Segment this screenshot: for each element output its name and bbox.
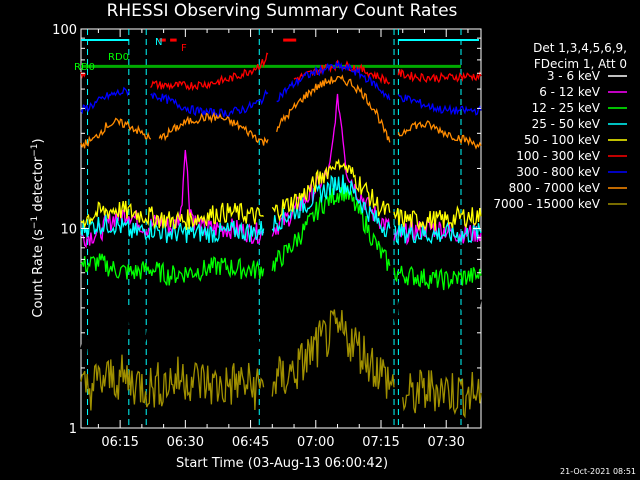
x-axis: 06:15 06:30 06:45 07:00 07:15 07:30 — [97, 29, 469, 450]
legend: Det 1,3,4,5,6,9, FDecim 1, Att 03 - 6 keV… — [493, 41, 627, 211]
series-trace — [397, 120, 482, 150]
plot-area: RD0 RD0 N F — [74, 28, 482, 429]
y-axis-label: Count Rate (s−1 detector−1) — [30, 138, 46, 317]
legend-entry-label: 25 - 50 keV — [532, 117, 601, 131]
series-trace — [276, 59, 391, 103]
series-trace — [80, 117, 152, 149]
x-tick-label: 06:30 — [167, 435, 204, 450]
x-tick-label: 07:00 — [297, 435, 334, 450]
timestamp: 21-Oct-2021 08:51 — [560, 467, 636, 476]
legend-entry-label: 3 - 6 keV — [547, 69, 601, 83]
legend-entry-label: 50 - 100 keV — [524, 133, 601, 147]
series-trace — [393, 221, 482, 245]
legend-header: FDecim 1, Att 0 — [534, 57, 627, 71]
x-axis-label: Start Time (03-Aug-13 06:00:42) — [176, 456, 388, 471]
series-trace — [402, 369, 482, 419]
night-label: N — [155, 37, 162, 48]
series-trace — [158, 111, 269, 146]
series-trace — [293, 59, 391, 85]
y-tick-label: 10 — [60, 223, 77, 238]
series-trace — [393, 265, 482, 291]
series-trace — [397, 94, 482, 116]
chart-title: RHESSI Observing Summary Count Rates — [107, 1, 458, 21]
series-trace — [393, 204, 482, 232]
series-trace — [271, 158, 391, 222]
series-trace — [80, 86, 130, 115]
series-trace — [271, 174, 391, 238]
legend-entry-label: 6 - 12 keV — [539, 85, 601, 99]
series-800-7000-kev — [80, 74, 482, 150]
flare-label: F — [181, 43, 187, 54]
series-trace — [397, 68, 482, 84]
legend-entry-label: 12 - 25 keV — [532, 101, 601, 115]
series-trace — [80, 200, 264, 231]
series-trace — [271, 183, 391, 272]
x-tick-label: 07:30 — [427, 435, 464, 450]
series-7000-15000-kev — [80, 309, 482, 419]
series-trace — [271, 309, 395, 399]
series-trace — [80, 354, 265, 411]
series-100-300-kev — [80, 52, 482, 92]
series-trace — [150, 52, 269, 92]
y-axis: 1 10 100 — [52, 23, 481, 437]
x-tick-label: 06:15 — [101, 435, 138, 450]
observing-annotations: RD0 RD0 N F — [74, 29, 479, 428]
series-12-25-kev — [80, 183, 482, 291]
series-trace — [150, 89, 269, 118]
series-25-50-kev — [80, 174, 482, 245]
series-trace — [276, 74, 391, 143]
legend-header: Det 1,3,4,5,6,9, — [533, 41, 627, 55]
series-trace — [393, 285, 482, 338]
series-trace — [80, 253, 265, 286]
x-tick-label: 07:15 — [362, 435, 399, 450]
series-50-100-kev — [80, 158, 482, 232]
series-trace — [80, 214, 265, 244]
rd-label: RD0 — [74, 62, 95, 73]
y-tick-label: 100 — [52, 23, 77, 38]
x-tick-label: 06:45 — [232, 435, 269, 450]
y-tick-label: 1 — [69, 422, 77, 437]
legend-entry-label: 300 - 800 keV — [516, 165, 600, 179]
legend-entry-label: 800 - 7000 keV — [509, 181, 601, 195]
legend-entry-label: 100 - 300 keV — [516, 149, 600, 163]
rd0-label: RD0 — [108, 52, 129, 63]
series-trace — [271, 186, 391, 354]
series-300-800-kev — [80, 59, 482, 118]
legend-entry-label: 7000 - 15000 keV — [493, 197, 600, 211]
series-trace — [80, 293, 265, 364]
